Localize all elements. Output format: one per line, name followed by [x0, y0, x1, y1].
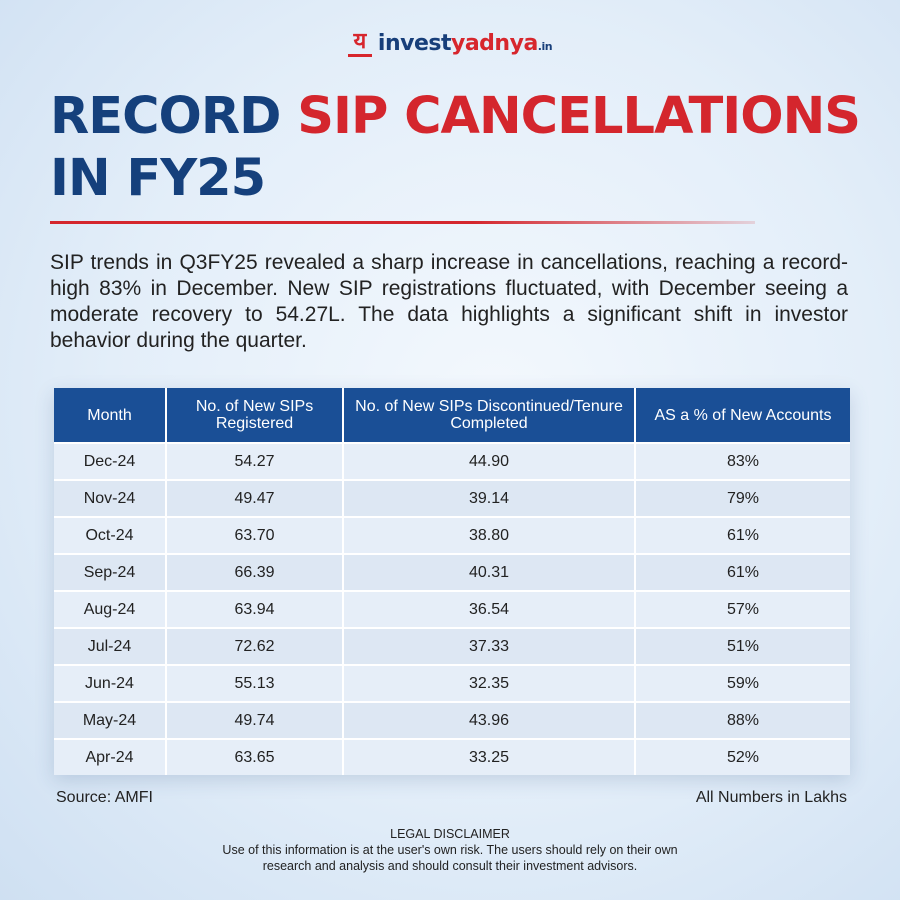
cell-percent: 59%	[635, 664, 850, 702]
brand-logo: य investyadnya.in	[0, 30, 900, 57]
table-row: Apr-24 63.65 33.25 52%	[54, 738, 850, 775]
table-row: Jul-24 72.62 37.33 51%	[54, 627, 850, 665]
table-row: Aug-24 63.94 36.54 57%	[54, 590, 850, 628]
cell-month: May-24	[54, 701, 167, 739]
cell-month: Jul-24	[54, 627, 167, 665]
cell-registered: 54.27	[166, 442, 344, 480]
disclaimer-title: LEGAL DISCLAIMER	[390, 827, 510, 841]
cell-registered: 55.13	[166, 664, 344, 702]
cell-discontinued: 40.31	[343, 553, 636, 591]
cell-month: Aug-24	[54, 590, 167, 628]
cell-discontinued: 37.33	[343, 627, 636, 665]
cell-discontinued: 43.96	[343, 701, 636, 739]
cell-discontinued: 38.80	[343, 516, 636, 554]
cell-registered: 72.62	[166, 627, 344, 665]
cell-discontinued: 39.14	[343, 479, 636, 517]
cell-month: Jun-24	[54, 664, 167, 702]
brand-name-part2: yadnya	[451, 31, 538, 56]
brand-tld: .in	[537, 40, 553, 53]
table-row: May-24 49.74 43.96 88%	[54, 701, 850, 739]
cell-registered: 49.74	[166, 701, 344, 739]
sip-table: Month No. of New SIPs Registered No. of …	[54, 388, 850, 775]
cell-registered: 49.47	[166, 479, 344, 517]
title-divider	[50, 221, 755, 224]
title-part3: IN FY25	[50, 149, 266, 208]
source-note: Source: AMFI	[56, 789, 153, 806]
cell-percent: 83%	[635, 442, 850, 480]
table-row: Oct-24 63.70 38.80 61%	[54, 516, 850, 554]
table-body: Dec-24 54.27 44.90 83% Nov-24 49.47 39.14 79% Oc…	[54, 442, 850, 775]
cell-month: Nov-24	[54, 479, 167, 517]
column-header-discontinued: No. of New SIPs Discontinued/Tenure Comp…	[343, 388, 636, 443]
cell-percent: 51%	[635, 627, 850, 665]
cell-discontinued: 33.25	[343, 738, 636, 775]
cell-percent: 61%	[635, 516, 850, 554]
title-part2: SIP CANCELLATIONS	[297, 87, 861, 146]
disclaimer-body: Use of this information is at the user's…	[222, 843, 678, 873]
column-header-percent: AS a % of New Accounts	[635, 388, 850, 443]
table-row: Jun-24 55.13 32.35 59%	[54, 664, 850, 702]
cell-percent: 57%	[635, 590, 850, 628]
cell-registered: 63.94	[166, 590, 344, 628]
cell-month: Dec-24	[54, 442, 167, 480]
sip-table-container: Month No. of New SIPs Registered No. of …	[54, 388, 850, 775]
table-row: Dec-24 54.27 44.90 83%	[54, 442, 850, 480]
table-header-row: Month No. of New SIPs Registered No. of …	[54, 388, 850, 443]
cell-percent: 61%	[635, 553, 850, 591]
column-header-month: Month	[54, 388, 167, 443]
legal-disclaimer: LEGAL DISCLAIMER Use of this information…	[0, 826, 900, 874]
cell-month: Sep-24	[54, 553, 167, 591]
cell-percent: 88%	[635, 701, 850, 739]
intro-paragraph: SIP trends in Q3FY25 revealed a sharp in…	[50, 251, 848, 352]
cell-discontinued: 44.90	[343, 442, 636, 480]
cell-month: Apr-24	[54, 738, 167, 775]
cell-registered: 63.70	[166, 516, 344, 554]
cell-registered: 63.65	[166, 738, 344, 775]
column-header-registered: No. of New SIPs Registered	[166, 388, 344, 443]
brand-name: investyadnya.in	[377, 31, 553, 56]
page-title: RECORD SIP CANCELLATIONS IN FY25	[50, 86, 870, 210]
units-note: All Numbers in Lakhs	[695, 789, 847, 806]
cell-discontinued: 32.35	[343, 664, 636, 702]
cell-month: Oct-24	[54, 516, 167, 554]
brand-name-part1: invest	[377, 31, 452, 56]
title-part1: RECORD	[50, 87, 281, 146]
cell-percent: 79%	[635, 479, 850, 517]
cell-discontinued: 36.54	[343, 590, 636, 628]
cell-registered: 66.39	[166, 553, 344, 591]
cell-percent: 52%	[635, 738, 850, 775]
table-row: Sep-24 66.39 40.31 61%	[54, 553, 850, 591]
brand-mark-icon: य	[347, 30, 372, 57]
table-row: Nov-24 49.47 39.14 79%	[54, 479, 850, 517]
